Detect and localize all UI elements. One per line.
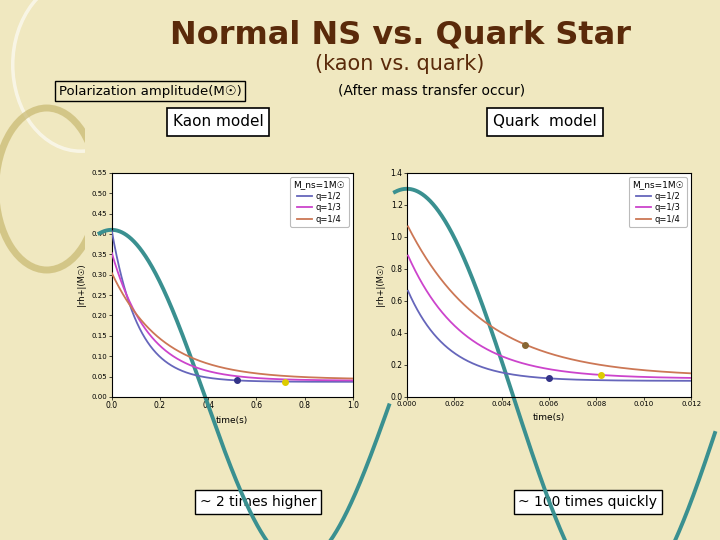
Legend: q=1/2, q=1/3, q=1/4: q=1/2, q=1/3, q=1/4 — [629, 177, 687, 227]
Text: (After mass transfer occur): (After mass transfer occur) — [338, 84, 525, 98]
Text: ~ 100 times quickly: ~ 100 times quickly — [518, 495, 657, 509]
Text: Normal NS vs. Quark Star: Normal NS vs. Quark Star — [169, 19, 631, 51]
X-axis label: time(s): time(s) — [533, 413, 565, 422]
Text: (kaon vs. quark): (kaon vs. quark) — [315, 54, 485, 74]
Text: Polarization amplitude(M☉): Polarization amplitude(M☉) — [58, 84, 241, 98]
X-axis label: time(s): time(s) — [216, 416, 248, 424]
Y-axis label: |rh+|(M☉): |rh+|(M☉) — [77, 264, 86, 306]
Legend: q=1/2, q=1/3, q=1/4: q=1/2, q=1/3, q=1/4 — [290, 177, 348, 227]
Text: ~ 2 times higher: ~ 2 times higher — [199, 495, 316, 509]
Text: Kaon model: Kaon model — [173, 114, 264, 130]
Text: Quark  model: Quark model — [493, 114, 597, 130]
Y-axis label: |rh+|(M☉): |rh+|(M☉) — [376, 264, 385, 306]
